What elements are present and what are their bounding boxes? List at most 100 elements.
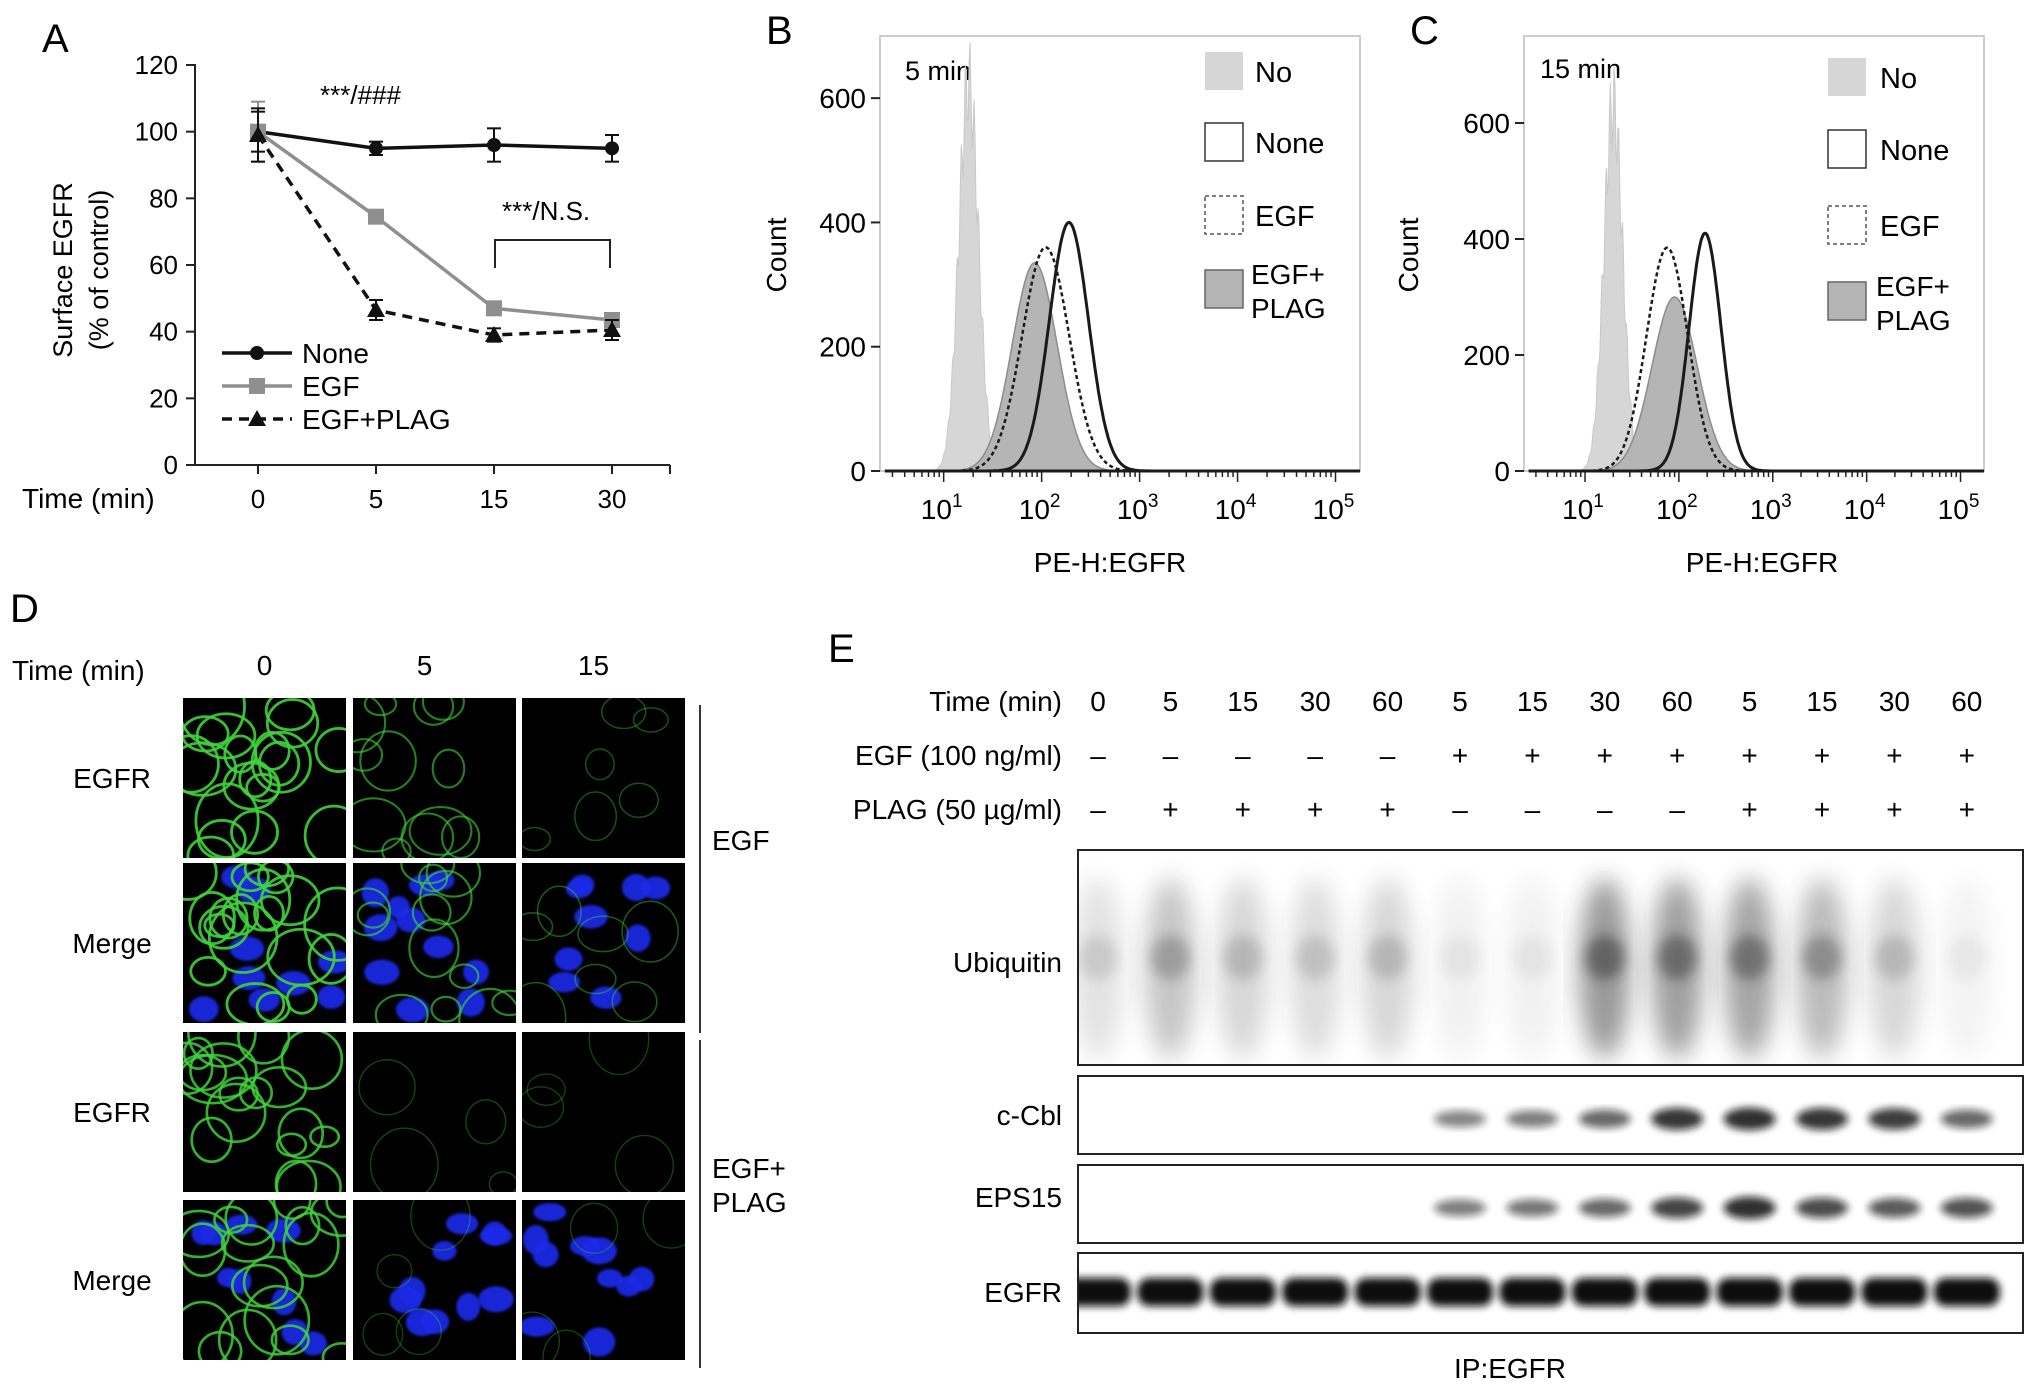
panel-d-nucleus xyxy=(317,950,346,974)
panel-d-nucleus xyxy=(522,1224,549,1255)
panel-b-timepoint: 5 min xyxy=(905,56,971,86)
panel-d-image-r1-c0 xyxy=(183,863,346,1023)
panel-d-membrane xyxy=(183,1041,214,1096)
panel-d-nucleus xyxy=(596,1269,623,1288)
panel-b-xtick-label: 103 xyxy=(1117,491,1159,525)
panel-e-time-value: 15 xyxy=(1517,686,1548,717)
panel-d-image-r2-c1 xyxy=(353,1032,516,1192)
panel-e-blot-label-egfr: EGFR xyxy=(984,1277,1062,1308)
panel-d-membrane xyxy=(251,1066,308,1109)
panel-e-plag-value: – xyxy=(1669,794,1685,825)
panel-c-xtick-label: 104 xyxy=(1844,491,1886,525)
panel-d-membrane xyxy=(221,893,260,936)
panel-a-ytick-label: 100 xyxy=(135,117,178,147)
panel-d-image-bg xyxy=(522,698,685,858)
panel-d-column-5: 5 xyxy=(417,650,433,681)
panel-d-nucleus xyxy=(395,997,430,1023)
panel-d-membrane xyxy=(280,1032,344,1091)
panel-e-band xyxy=(1802,935,1842,980)
panel-d-membrane xyxy=(190,1116,233,1164)
panel-e-plag-value: – xyxy=(1090,794,1106,825)
panel-d-membrane xyxy=(183,1036,214,1071)
panel-d-membrane xyxy=(197,818,247,858)
panel-a-point-egf xyxy=(486,300,502,317)
panel-c-xlabel: PE-H:EGFR xyxy=(1686,547,1838,578)
panel-b-xtick-label: 102 xyxy=(1019,491,1061,525)
panel-d-membrane xyxy=(395,1308,442,1356)
panel-d-membrane xyxy=(421,698,465,721)
panel-d-group-egf-plag-line2: PLAG xyxy=(712,1187,787,1218)
panel-d-membrane xyxy=(522,912,554,942)
panel-e-egf-value: – xyxy=(1235,740,1251,771)
panel-d-membrane xyxy=(266,927,336,987)
panel-e-letter: E xyxy=(828,627,855,671)
panel-e-time-value: 15 xyxy=(1806,686,1837,717)
panel-e-band xyxy=(1150,935,1191,980)
panel-a-line-egf xyxy=(256,130,613,322)
panel-a-ytick-label: 20 xyxy=(149,383,178,413)
panel-e-time-value: 60 xyxy=(1951,686,1982,717)
panel-d-membrane xyxy=(408,918,460,979)
panel-b-legend-label-3: EGF+ xyxy=(1251,259,1325,290)
panel-d-membrane xyxy=(574,791,618,842)
panel-a: A Surface EGFR (% of control) Time (min)… xyxy=(22,17,671,514)
panel-c-letter: C xyxy=(1410,9,1439,53)
panel-d-membrane xyxy=(309,1125,341,1149)
panel-e-egf-value: + xyxy=(1959,740,1975,771)
panel-d-column-0: 0 xyxy=(257,650,273,681)
panel-d-row-egfr: EGFR xyxy=(73,763,151,794)
panel-e-egf-value: + xyxy=(1886,740,1902,771)
panel-c-ytick-label: 600 xyxy=(1463,108,1510,139)
panel-d-nucleus xyxy=(216,1267,240,1288)
panel-b-ytick-label: 400 xyxy=(819,207,866,238)
panel-d-membrane xyxy=(408,806,473,856)
panel-d-membrane xyxy=(307,933,346,985)
panel-e-time-value: 5 xyxy=(1742,686,1758,717)
panel-a-legend-label-none: None xyxy=(302,338,369,369)
panel-b: B 5 min Count PE-H:EGFR 0 200 400 600 101 102… xyxy=(761,9,1361,578)
panel-d-membrane xyxy=(448,963,480,989)
panel-d-nucleus xyxy=(317,985,346,1010)
panel-d-membrane xyxy=(577,915,629,953)
panel-d-membrane xyxy=(309,1200,346,1237)
panel-e-time-value: 30 xyxy=(1300,686,1331,717)
panel-e-band xyxy=(1874,935,1915,980)
panel-d-nucleus xyxy=(423,935,454,959)
panel-d-membrane xyxy=(569,1202,619,1254)
panel-d-membrane xyxy=(611,981,658,1023)
panel-e-band xyxy=(1506,1110,1559,1128)
panel-b-histogram-egf xyxy=(884,246,1360,473)
panel-b-legend-label-1: None xyxy=(1255,128,1324,160)
panel-e-band xyxy=(1367,935,1408,980)
panel-a-line-egf-plag xyxy=(256,134,613,337)
panel-e-blot-bands-egfr xyxy=(1078,1278,2000,1306)
panel-d-membrane xyxy=(265,698,320,749)
panel-e-time-value: 5 xyxy=(1452,686,1468,717)
panel-d-membrane xyxy=(183,863,218,901)
panel-e-band xyxy=(1868,1108,1921,1130)
panel-d-membrane xyxy=(376,1254,413,1289)
panel-e-time-value: 60 xyxy=(1372,686,1403,717)
panel-d-row-merge: Merge xyxy=(72,1265,151,1296)
panel-d-membrane xyxy=(369,1127,439,1192)
panel-d-membrane xyxy=(356,901,390,929)
panel-d-membrane xyxy=(256,863,295,895)
panel-d-membrane xyxy=(235,868,292,932)
panel-d-nucleus xyxy=(625,924,651,952)
panel-e-egf-value: – xyxy=(1090,740,1106,771)
panel-e-egf-value: – xyxy=(1380,740,1396,771)
panel-d-membrane xyxy=(353,797,407,853)
panel-d-membrane xyxy=(187,1032,257,1068)
panel-b-xtick-label: 104 xyxy=(1215,491,1257,525)
panel-d-nucleus xyxy=(621,873,651,901)
panel-d-nucleus xyxy=(456,988,485,1017)
panel-e-band xyxy=(1657,935,1698,980)
panel-d-membrane xyxy=(621,900,679,963)
panel-e-blot-label-eps15: EPS15 xyxy=(975,1182,1062,1213)
panel-c-legend-label-3: EGF+ xyxy=(1876,271,1950,302)
panel-d-membrane xyxy=(275,1132,308,1157)
panel-d-membrane xyxy=(243,1284,311,1356)
panel-a-xtick-label: 30 xyxy=(598,484,627,514)
panel-c-legend-label-3: PLAG xyxy=(1876,305,1951,336)
